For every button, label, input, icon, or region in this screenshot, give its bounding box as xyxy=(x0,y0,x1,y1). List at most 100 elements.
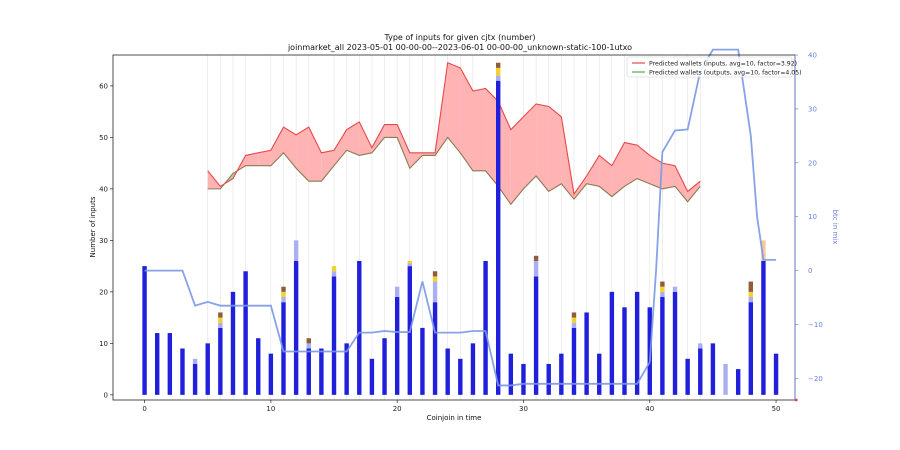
bar-primary xyxy=(293,260,299,395)
bar-primary xyxy=(445,348,450,395)
bar-segment xyxy=(394,286,400,298)
bar-segment xyxy=(407,263,412,267)
bar-primary xyxy=(609,291,615,395)
chart-title: Type of inputs for given cjtx (number) xyxy=(383,33,535,42)
bar-primary xyxy=(685,358,690,395)
y-tick-label: 10 xyxy=(99,340,108,348)
bar-primary xyxy=(597,353,602,395)
line-layer xyxy=(207,61,701,206)
x-tick-label: 0 xyxy=(142,405,146,413)
bar-segment xyxy=(533,255,539,261)
bar-primary xyxy=(155,333,160,395)
band-fill xyxy=(296,127,309,182)
bar-primary xyxy=(331,276,337,395)
bar-segment xyxy=(761,240,766,261)
bar-segment xyxy=(331,266,337,272)
bar-segment xyxy=(660,291,665,298)
bar-segment xyxy=(432,271,438,277)
band-fill xyxy=(599,155,612,197)
bar-primary xyxy=(319,348,324,395)
bar-segment xyxy=(533,260,539,277)
bar-primary xyxy=(584,312,589,395)
bar-segment xyxy=(331,271,337,277)
bar-segment xyxy=(293,240,299,261)
bar-primary xyxy=(357,260,362,395)
bar-primary xyxy=(243,271,248,395)
band-fill xyxy=(371,124,385,153)
band-fill xyxy=(283,127,297,169)
bar-primary xyxy=(167,333,173,395)
bar-primary xyxy=(571,327,577,395)
band-fill xyxy=(472,88,486,171)
bar-segment xyxy=(723,363,728,395)
band-fill xyxy=(245,152,259,166)
band-fill xyxy=(536,103,549,192)
band-fill xyxy=(675,165,688,202)
bar-primary xyxy=(470,343,476,395)
band-fill xyxy=(611,142,625,197)
y2-tick-label: 0 xyxy=(808,267,812,275)
inputs-line xyxy=(207,61,701,196)
bar-primary xyxy=(344,343,349,395)
band-fill xyxy=(397,124,410,169)
bar-primary xyxy=(735,369,741,395)
y-tick-label: 60 xyxy=(99,82,108,90)
y-tick-label: 40 xyxy=(99,185,108,193)
band-fill xyxy=(384,124,398,138)
bar-primary xyxy=(180,348,185,395)
band-fill xyxy=(422,152,436,156)
bar-segment xyxy=(281,291,286,298)
band-fill xyxy=(687,181,701,202)
bar-primary xyxy=(369,358,375,395)
bar-primary xyxy=(394,297,400,395)
band-fill xyxy=(334,129,347,166)
bar-segment xyxy=(748,297,753,303)
band-fill xyxy=(649,155,663,189)
y2-axis-label: btc in mix xyxy=(831,210,839,245)
chart-subtitle: joinmarket_all 2023-05-01 00-00-00--2023… xyxy=(287,43,632,52)
bar-segment xyxy=(407,260,412,264)
band-fill xyxy=(523,103,537,189)
legend-label-outputs: Predicted wallets (outputs, avg=10, fact… xyxy=(649,70,802,77)
x-tick-label: 10 xyxy=(266,405,275,413)
y2-tick-label: 10 xyxy=(808,213,817,221)
band-fill xyxy=(586,155,600,187)
band-fill xyxy=(548,106,562,192)
outputs-line xyxy=(207,136,701,206)
bar-segment xyxy=(432,281,438,303)
bar-segment xyxy=(698,343,703,349)
x-tick-label: 30 xyxy=(519,405,528,413)
bar-segment xyxy=(748,281,753,292)
x-axis-label: Coinjoin in time xyxy=(427,414,482,422)
y-tick-label: 20 xyxy=(99,288,108,296)
bar-primary xyxy=(268,353,274,395)
bar-segment xyxy=(571,322,577,328)
bar-primary xyxy=(748,302,753,395)
y-axis-label: Number of inputs xyxy=(89,196,97,257)
bar-primary xyxy=(521,363,526,395)
bar-primary xyxy=(559,353,564,395)
bar-primary xyxy=(496,80,501,395)
bar-segment xyxy=(748,291,753,298)
bar-primary xyxy=(432,302,438,395)
bar-primary xyxy=(672,291,678,395)
bar-segment xyxy=(660,281,665,287)
bar-primary xyxy=(533,276,539,395)
bar-primary xyxy=(256,338,261,395)
bar-primary xyxy=(420,327,425,395)
bar-segment xyxy=(496,62,501,68)
band-fill xyxy=(359,121,372,156)
band-fill xyxy=(258,150,271,166)
band-fill xyxy=(485,88,499,187)
bar-segment xyxy=(218,317,223,323)
edge-marker xyxy=(794,398,798,402)
bar-segment xyxy=(496,67,501,76)
bar-segment xyxy=(306,338,311,344)
bar-primary xyxy=(205,343,210,395)
bar-segment xyxy=(218,312,223,318)
bar-primary xyxy=(218,327,223,395)
bar-primary xyxy=(192,363,198,395)
bar-segment xyxy=(672,286,678,292)
band-fill xyxy=(308,127,322,182)
